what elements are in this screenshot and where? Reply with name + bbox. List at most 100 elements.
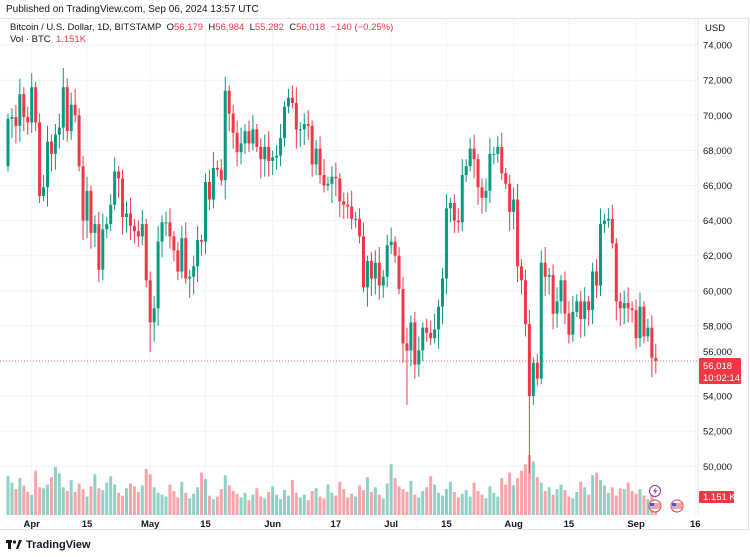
price-tick-label: 54,000 [703, 392, 732, 403]
candle-body [89, 190, 93, 233]
volume-bar [579, 481, 583, 515]
volume-bar [180, 481, 184, 515]
time-tick-label: 15 [564, 519, 575, 530]
candle-body [523, 280, 527, 325]
candle-body [634, 310, 638, 339]
price-tick-label: 62,000 [703, 251, 732, 262]
volume-bar [286, 495, 290, 515]
volume-bar [18, 478, 22, 515]
volume-bar [140, 485, 144, 515]
candle-body [587, 301, 591, 311]
candle-body [310, 125, 314, 165]
volume-bar [22, 485, 26, 515]
volume-bar [263, 498, 267, 515]
candle-body [433, 329, 437, 339]
volume-bar [634, 493, 638, 515]
volume-bar [377, 494, 381, 515]
volume-bar [243, 492, 247, 515]
volume-bar [219, 489, 223, 515]
candle-body [65, 87, 69, 132]
volume-bar [369, 491, 373, 515]
candle-body [294, 103, 298, 130]
candle-body [298, 129, 302, 131]
volume-bar [10, 482, 14, 515]
volume-bar [492, 492, 496, 515]
volume-bar [342, 489, 346, 515]
candle-body [144, 224, 148, 281]
volume-bar [184, 492, 188, 515]
volume-bar [444, 489, 448, 515]
volume-bar [441, 495, 444, 515]
volume-bar [626, 482, 630, 515]
volume-bar [136, 491, 140, 515]
candle-body [504, 173, 508, 184]
candle-body [595, 271, 599, 286]
volume-bar [196, 487, 200, 515]
volume-legend-value: 1.151K [55, 34, 87, 45]
volume-bar [583, 487, 587, 515]
candle-body [219, 169, 223, 181]
volume-bar [614, 495, 618, 515]
close-value: 56,018 [296, 22, 326, 33]
bar-countdown: 10:02:14 [703, 373, 740, 384]
candle-body [563, 280, 567, 314]
candle-body [140, 224, 144, 237]
volume-bar [117, 492, 121, 515]
candle-body [290, 97, 294, 104]
currency-label[interactable]: USD [705, 23, 726, 34]
volume-bar [322, 498, 326, 515]
volume-bar [547, 487, 551, 515]
candle-body [243, 131, 247, 144]
volume-bar [630, 491, 634, 515]
candle-body [425, 327, 429, 333]
volume-bar [14, 489, 18, 515]
candle-body [559, 280, 563, 302]
candle-body [26, 117, 30, 123]
volume-legend-label: Vol · BTC [10, 34, 51, 45]
candle-body [132, 225, 136, 232]
volume-bar [271, 486, 275, 515]
volume-bar [89, 486, 93, 515]
candle-body [520, 266, 523, 281]
candle-body [211, 167, 215, 200]
volume-bar [172, 491, 176, 515]
candle-body [614, 243, 618, 302]
volume-bar [176, 497, 180, 515]
candle-body [618, 301, 622, 309]
candle-body [417, 350, 421, 365]
volume-bar [121, 495, 125, 515]
volume-bar [599, 479, 602, 515]
volume-bar [602, 485, 606, 515]
volume-bar [555, 489, 559, 515]
candle-body [227, 90, 231, 114]
open-label: O [166, 22, 175, 33]
candle-body [591, 271, 595, 311]
candle-body [251, 129, 255, 144]
volume-bar [425, 487, 429, 515]
volume-bar [610, 487, 614, 515]
volume-bar [192, 493, 196, 515]
volume-bar [456, 497, 460, 515]
time-tick-label: 15 [82, 519, 93, 530]
volume-bar [520, 470, 523, 515]
volume-bar [156, 492, 160, 515]
candle-body [441, 278, 444, 307]
us-flag-event-icon[interactable] [670, 499, 684, 513]
candle-body [121, 178, 125, 218]
candle-body [575, 301, 579, 312]
candle-body [626, 303, 630, 309]
volume-bar [484, 498, 488, 515]
candle-body [172, 236, 176, 251]
chart-frame [0, 18, 749, 530]
candle-body [397, 255, 401, 290]
volume-bar [488, 486, 492, 515]
volume-bar [298, 497, 302, 515]
candle-body [61, 87, 65, 128]
candle-body [516, 199, 520, 267]
volume-bar [294, 492, 298, 515]
volume-bar [642, 495, 646, 515]
candle-body [354, 218, 358, 220]
lightning-event-icon[interactable] [649, 485, 661, 497]
us-flag-event-icon[interactable] [648, 499, 662, 513]
